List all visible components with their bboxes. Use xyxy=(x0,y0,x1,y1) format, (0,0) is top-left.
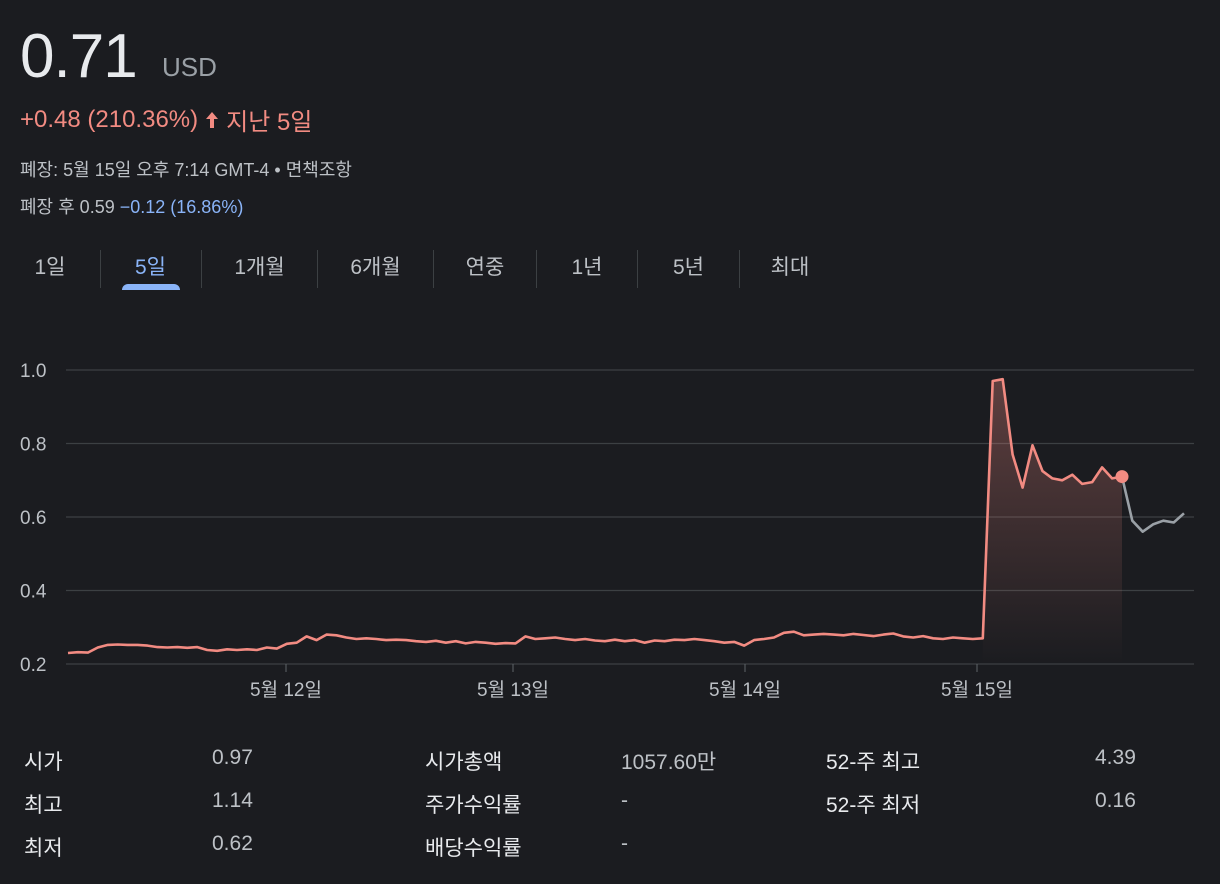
x-tick-label: 5월 14일 xyxy=(709,679,781,701)
x-tick-label: 5월 15일 xyxy=(941,679,1013,701)
price-chart[interactable]: 0.2 0.4 0.6 0.8 1.0 5월 12일 5월 13일 5월 14일 5월 15일 xyxy=(0,330,1220,710)
tab-max[interactable]: 최대 xyxy=(740,240,840,292)
tab-label: 5년 xyxy=(673,256,704,279)
price-area-fill xyxy=(982,379,1122,664)
tab-label: 6개월 xyxy=(350,256,401,279)
stat-label: 주가수익률 xyxy=(425,794,522,817)
stat-label: 52-주 최저 xyxy=(826,794,921,817)
currency-label: USD xyxy=(162,52,217,82)
stat-label: 최저 xyxy=(24,837,63,860)
close-info[interactable]: 폐장: 5월 15일 오후 7:14 GMT-4 • 면책조항 xyxy=(20,160,352,180)
y-tick-label: 0.6 xyxy=(20,508,46,529)
price-change-value: +0.48 (210.36%) xyxy=(20,105,199,133)
tab-5y[interactable]: 5년 xyxy=(638,240,739,292)
stat-value: 4.39 xyxy=(1095,746,1136,769)
tab-divider xyxy=(433,250,434,288)
stat-value: 1.14 xyxy=(212,789,253,812)
stat-value: 0.62 xyxy=(212,832,253,855)
tab-label: 최대 xyxy=(770,256,810,279)
stat-label: 시가 xyxy=(24,751,63,774)
tab-ytd[interactable]: 연중 xyxy=(434,240,536,292)
close-marker xyxy=(1115,470,1129,484)
stat-value: - xyxy=(621,789,628,812)
y-tick-label: 0.2 xyxy=(20,655,46,676)
tab-1d[interactable]: 1일 xyxy=(0,240,100,292)
stat-value: 1057.60만 xyxy=(621,751,717,774)
tab-label: 5일 xyxy=(135,256,166,279)
y-tick-label: 0.4 xyxy=(20,582,47,603)
tab-label: 1년 xyxy=(571,256,603,279)
y-tick-label: 1.0 xyxy=(20,361,46,382)
tab-label: 1개월 xyxy=(234,256,285,279)
after-hours-change: −0.12 (16.86%) xyxy=(119,197,244,217)
stat-label: 시가총액 xyxy=(425,751,503,774)
tab-divider xyxy=(637,250,638,288)
tab-1y[interactable]: 1년 xyxy=(537,240,637,292)
tab-label: 1일 xyxy=(34,256,66,279)
price-line xyxy=(67,377,1123,655)
change-period: 지난 5일 xyxy=(226,109,313,136)
active-tab-indicator xyxy=(121,284,180,290)
tab-divider xyxy=(100,250,101,288)
current-price: 0.71 xyxy=(20,22,138,91)
after-hours-price: 폐장 후 0.59 xyxy=(20,197,115,217)
tab-divider xyxy=(201,250,202,288)
arrow-up-icon xyxy=(206,111,219,128)
tab-label: 연중 xyxy=(465,256,505,279)
after-hours-info: 폐장 후 0.59 −0.12 (16.86%) xyxy=(20,193,243,219)
price-change: +0.48 (210.36%) 지난 5일 xyxy=(20,102,312,137)
tab-5d[interactable]: 5일 xyxy=(101,240,200,292)
x-tick-label: 5월 12일 xyxy=(250,679,322,701)
range-tabs: 1일 5일 1개월 6개월 연중 1년 5년 최대 xyxy=(0,240,860,296)
stat-label: 배당수익률 xyxy=(425,837,522,860)
stat-value: 0.97 xyxy=(212,746,253,769)
after-hours-line xyxy=(1120,476,1185,533)
stat-value: 0.16 xyxy=(1095,789,1136,812)
stat-label: 최고 xyxy=(24,794,63,817)
tab-1m[interactable]: 1개월 xyxy=(202,240,317,292)
y-tick-label: 0.8 xyxy=(20,435,46,456)
x-tick-label: 5월 13일 xyxy=(477,679,549,701)
tab-6m[interactable]: 6개월 xyxy=(318,240,433,292)
stat-label: 52-주 최고 xyxy=(826,751,921,774)
tab-divider xyxy=(536,250,537,288)
stat-value: - xyxy=(621,832,628,855)
tab-divider xyxy=(739,250,740,288)
tab-divider xyxy=(317,250,318,288)
